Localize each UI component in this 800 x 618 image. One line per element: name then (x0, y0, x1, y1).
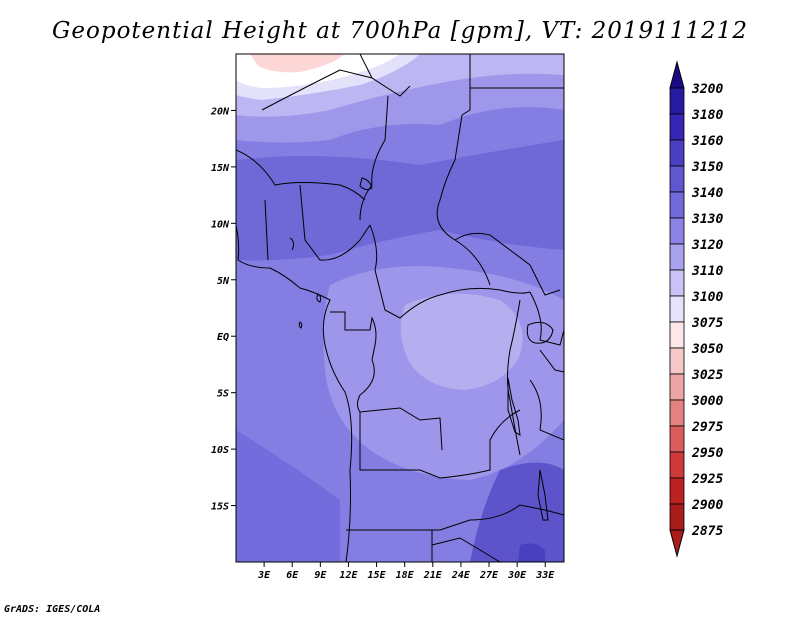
y-tick-label: 10N (211, 219, 230, 230)
colorbar-label: 2900 (691, 498, 723, 513)
border-drc-angola (359, 409, 521, 479)
colorbar-segment (669, 191, 685, 219)
x-tick-label: 18E (396, 570, 415, 581)
colorbar-top-arrow (669, 60, 685, 89)
colorbar-segment (669, 295, 685, 323)
x-tick-label: 15E (368, 570, 387, 581)
colorbar-segment (669, 269, 685, 297)
x-tick-label: 30E (507, 570, 527, 581)
y-tick-label: 20N (210, 106, 230, 117)
colorbar-label: 3180 (691, 108, 723, 123)
colorbar-segment (669, 321, 685, 349)
border-libya-egypt (359, 54, 564, 116)
fill-far-north-ridge (250, 54, 345, 73)
y-tick-label: 15S (211, 502, 229, 513)
chart-title: Geopotential Height at 700hPa [gpm], VT:… (52, 18, 748, 44)
border-southern (346, 504, 564, 531)
y-tick-label: 10S (211, 445, 229, 456)
colorbar-label: 2925 (691, 472, 723, 487)
border-nigeria (264, 184, 371, 261)
colorbar-label: 3140 (691, 186, 723, 201)
x-tick-label: 9E (314, 570, 327, 581)
fill-congo-core (400, 293, 523, 390)
border-niger-chad (359, 95, 389, 221)
border-east-africa (529, 291, 564, 441)
colorbar-label: 3075 (691, 316, 723, 331)
y-tick-label: EQ (217, 332, 229, 343)
colorbar-segment (669, 425, 685, 453)
colorbar-label: 3025 (691, 368, 723, 383)
colorbar-label: 3120 (691, 238, 723, 253)
y-tick-label: 5N (217, 276, 230, 287)
border-chad-sudan (436, 114, 491, 286)
colorbar-segment (669, 477, 685, 505)
colorbar-segment (669, 399, 685, 427)
grads-credit: GrADS: IGES/COLA (4, 604, 101, 615)
border-mali-niger (236, 149, 366, 201)
contour-fill-layer (236, 54, 564, 562)
border-car-sudan (454, 232, 561, 296)
x-tick-label: 6E (286, 570, 299, 581)
x-tick-label: 21E (423, 570, 443, 581)
x-axis: 3E 6E 9E 12E 15E 18E 21E 24E 27E 30E 33E (257, 562, 555, 581)
colorbar-bottom-arrow (669, 529, 685, 558)
colorbar-label: 3050 (691, 342, 723, 357)
colorbar-segment (669, 113, 685, 141)
colorbar-segment (669, 139, 685, 167)
colorbar-segment (669, 373, 685, 401)
boundaries (236, 54, 564, 562)
fill-southeast-core (518, 543, 545, 562)
colorbar-segment (669, 451, 685, 479)
x-tick-label: 12E (339, 570, 358, 581)
y-tick-label: 5S (217, 389, 229, 400)
lake-malawi (537, 469, 549, 521)
x-tick-label: 33E (535, 570, 555, 581)
y-axis: 20N 15N 10N 5N EQ 5S 10S 15S (210, 106, 236, 513)
colorbar-label: 2875 (691, 524, 723, 539)
y-tick-label: 15N (211, 163, 230, 174)
colorbar-segment (669, 347, 685, 375)
x-tick-label: 27E (479, 570, 499, 581)
x-tick-label: 3E (257, 570, 271, 581)
colorbar-segment (669, 217, 685, 245)
volta-lake (289, 237, 295, 251)
lake-victoria (526, 321, 554, 344)
colorbar-label: 3130 (691, 212, 723, 227)
fill-southwest-deep (236, 430, 340, 562)
lake-chad (359, 177, 373, 191)
border-drc-east (507, 299, 521, 456)
fill-sahel-band (236, 140, 564, 261)
colorbar: 3200 3180 3160 3150 3140 3130 3120 3110 3100 3075… (669, 60, 723, 558)
border-cameroon-car (369, 224, 531, 319)
colorbar-label: 3200 (691, 82, 723, 97)
fill-southeast-high (470, 462, 564, 562)
x-tick-label: 24E (451, 570, 471, 581)
island-bioko (316, 293, 322, 303)
lake-tanganyika (507, 377, 521, 436)
border-zambia-south (431, 530, 501, 562)
colorbar-label: 3000 (691, 394, 723, 409)
island-sao-tome (298, 321, 303, 329)
border-gabon-congo (330, 311, 377, 361)
border-north-1 (261, 69, 411, 111)
map-frame (235, 53, 565, 563)
colorbar-segment (669, 503, 685, 531)
colorbar-label: 3100 (691, 290, 723, 305)
colorbar-segment (669, 87, 685, 115)
coastline-west-africa (236, 224, 353, 562)
colorbar-label: 3110 (691, 264, 723, 279)
colorbar-label: 2950 (691, 446, 723, 461)
colorbar-segment (669, 165, 685, 193)
colorbar-label: 3150 (691, 160, 723, 175)
colorbar-label: 2975 (691, 420, 723, 435)
colorbar-label: 3160 (691, 134, 723, 149)
colorbar-segment (669, 243, 685, 271)
